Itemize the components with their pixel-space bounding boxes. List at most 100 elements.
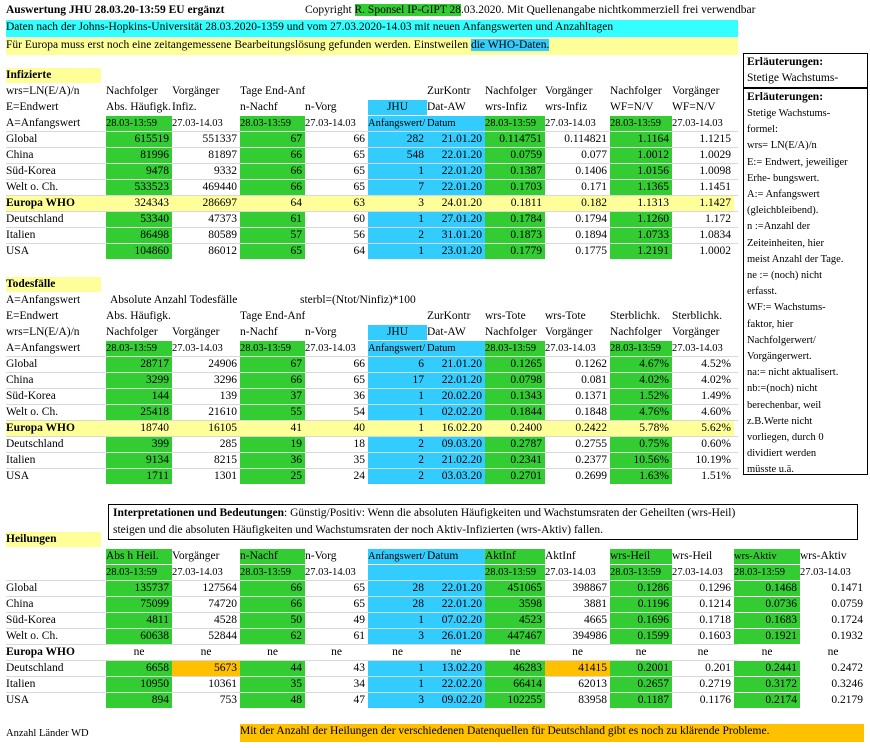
data-cell: 66 <box>240 180 305 195</box>
data-cell: 8215 <box>214 454 237 466</box>
data-cell: 21.01.20 <box>427 357 485 372</box>
data-cell: 1.1313 <box>610 196 672 211</box>
data-cell: 31.01.20 <box>427 228 485 243</box>
notes-line: Stetige Wachstums- <box>747 108 831 119</box>
data-cell: 1.0156 <box>610 164 672 179</box>
data-cell: ne <box>450 646 462 658</box>
header-cell: wrs=LN(E/A)/n <box>6 85 80 97</box>
data-cell: 2 <box>368 437 427 452</box>
data-cell: 55 <box>240 405 305 420</box>
data-cell: 0.1406 <box>575 165 607 177</box>
section-title: Todesfälle <box>6 277 101 292</box>
data-cell: 894 <box>106 693 172 708</box>
header-cell: A=Anfangswert <box>6 342 81 354</box>
header-cell: Vorgänger <box>672 85 720 97</box>
data-cell: 21.01.20 <box>427 132 485 147</box>
data-cell: 1.1451 <box>699 181 731 193</box>
data-cell: 35 <box>240 677 305 692</box>
data-cell: 24 <box>353 470 366 482</box>
data-cell: 1.0098 <box>699 165 731 177</box>
row-label: Süd-Korea <box>6 614 56 626</box>
interpretation-label: Interpretationen und Bedeutungen <box>113 507 285 519</box>
data-cell: 0.1599 <box>610 629 672 644</box>
data-cell: 0.171 <box>581 181 607 193</box>
notes-heading: Erläuterungen: <box>747 91 824 103</box>
data-cell: 0.0736 <box>734 597 800 612</box>
data-cell: 3296 <box>214 374 237 386</box>
header-cell: E=Endwert <box>6 310 59 322</box>
data-cell: 86012 <box>208 245 237 257</box>
header-cell <box>172 309 240 324</box>
data-cell: 1.0012 <box>610 148 672 163</box>
data-cell: 0.1387 <box>485 164 545 179</box>
header-cell: 27.03-14.03 <box>172 118 223 129</box>
header-cell: n-Vorg <box>305 326 337 338</box>
header-cell: Nachfolger <box>106 326 158 338</box>
data-cell: 22.02.20 <box>427 677 485 692</box>
data-cell: 0.2441 <box>734 661 800 676</box>
data-cell: ne <box>635 646 647 658</box>
header-cell: JHU <box>368 100 427 115</box>
data-cell: 0.1932 <box>831 630 863 642</box>
header-cell: 28.03-13:59 <box>106 341 172 356</box>
data-cell: 0.60% <box>701 438 731 450</box>
data-cell: 285 <box>219 438 237 450</box>
copyright-suffix: .03.2020. Mit Quellenangabe nichtkommerz… <box>461 4 756 16</box>
header-cell: Nachfolger <box>485 85 537 97</box>
data-cell: 0.0759 <box>831 598 863 610</box>
header-cell: A=Anfangswert <box>6 294 81 306</box>
data-cell: 5.62% <box>672 421 734 436</box>
data-cell: 0.2701 <box>485 469 545 484</box>
data-cell: 81897 <box>208 149 237 161</box>
data-cell: 25 <box>240 469 305 484</box>
data-cell: 48 <box>240 693 305 708</box>
data-cell: 0.1894 <box>575 229 607 241</box>
data-cell: 34 <box>353 678 366 690</box>
header-cell: 27.03-14.03 <box>672 118 723 129</box>
data-cell: 6 <box>368 357 427 372</box>
data-cell: 1.0029 <box>699 149 731 161</box>
data-cell: 22.01.20 <box>427 148 485 163</box>
section-title: Heilungen <box>6 532 101 547</box>
row-label: China <box>6 374 34 386</box>
header-cell: 28.03-13:59 <box>610 341 672 356</box>
data-cell: 17 <box>368 373 427 388</box>
data-cell: 5.78% <box>610 421 672 436</box>
header-cell: wrs-Heil <box>672 550 713 562</box>
header-cell: Sterblichk. <box>672 310 723 322</box>
interpretation-line-2: steigen und die absoluten Häufigkeiten u… <box>113 524 604 536</box>
data-cell: 1 <box>368 421 427 436</box>
data-cell: 0.1724 <box>831 614 863 626</box>
notes-line: vorliegen, durch 0 <box>747 432 824 443</box>
data-cell: 66 <box>240 581 305 596</box>
grid-line <box>6 420 738 421</box>
data-cell: 26.01.20 <box>427 629 485 644</box>
data-cell: 18740 <box>106 421 172 436</box>
data-cell: 102255 <box>485 693 545 708</box>
header-cell: 27.03-14.03 <box>305 118 356 129</box>
data-cell: 1.1215 <box>699 133 731 145</box>
data-cell: 28 <box>368 581 427 596</box>
data-cell: 533523 <box>106 180 172 195</box>
header-cell: 28.03-13:59 <box>734 565 800 580</box>
data-cell: 1.1260 <box>610 212 672 227</box>
notes-line: faktor, hier <box>747 318 794 330</box>
header-cell <box>368 565 427 580</box>
grid-line <box>6 676 738 677</box>
header-cell: n-Nachf <box>240 549 305 564</box>
grid-line <box>6 404 738 405</box>
data-cell: 54 <box>353 406 366 418</box>
header-cell: 28.03-13:59 <box>485 341 545 356</box>
data-cell: 65 <box>353 582 366 594</box>
notes-line: na:= nicht aktualisert. <box>747 367 839 379</box>
data-cell: 2 <box>368 453 427 468</box>
europe-note-text: Für Europa muss erst noch eine zeitangem… <box>6 39 471 51</box>
data-cell: 1.1427 <box>672 196 734 211</box>
data-cell: 21.02.20 <box>427 453 485 468</box>
data-cell: 548 <box>368 148 427 163</box>
data-cell: 0.3246 <box>831 678 863 690</box>
row-label: Welt o. Ch. <box>6 630 59 642</box>
grid-line <box>6 644 738 645</box>
grid-line <box>6 227 738 228</box>
row-label: USA <box>6 245 30 257</box>
